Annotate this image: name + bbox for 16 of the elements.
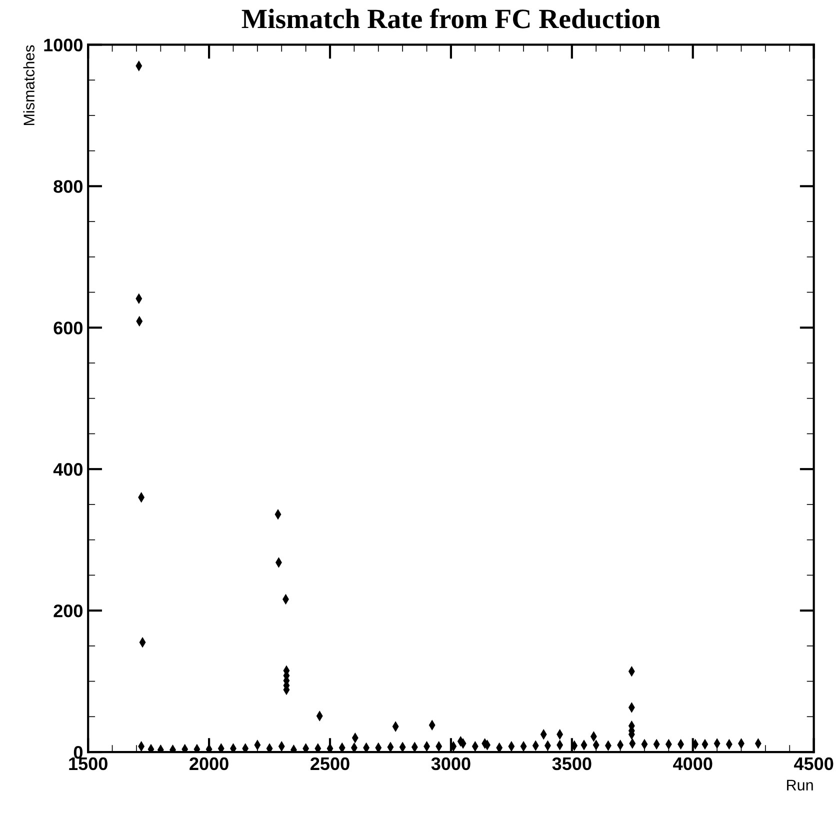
x-tick-label: 4500 [794, 757, 834, 770]
x-tick-label: 4000 [673, 757, 712, 770]
y-tick-label: 400 [53, 463, 82, 476]
y-tick-label: 600 [54, 322, 82, 334]
y-axis-title: Mismatches [23, 45, 34, 125]
x-tick-label: 3000 [431, 757, 470, 770]
y-tick-label: 1000 [44, 38, 82, 52]
x-axis-title: Run [787, 780, 813, 790]
x-tick-label: 1500 [69, 757, 108, 770]
y-tick-label: 200 [54, 604, 82, 618]
chart-title: Mismatch Rate from FC Reduction [242, 8, 660, 28]
y-tick-label: 0 [74, 746, 82, 759]
x-tick-label: 2500 [310, 757, 350, 770]
x-tick-label: 2000 [190, 757, 228, 770]
y-tick-label: 800 [54, 180, 82, 193]
x-tick-label: 3500 [552, 757, 592, 770]
